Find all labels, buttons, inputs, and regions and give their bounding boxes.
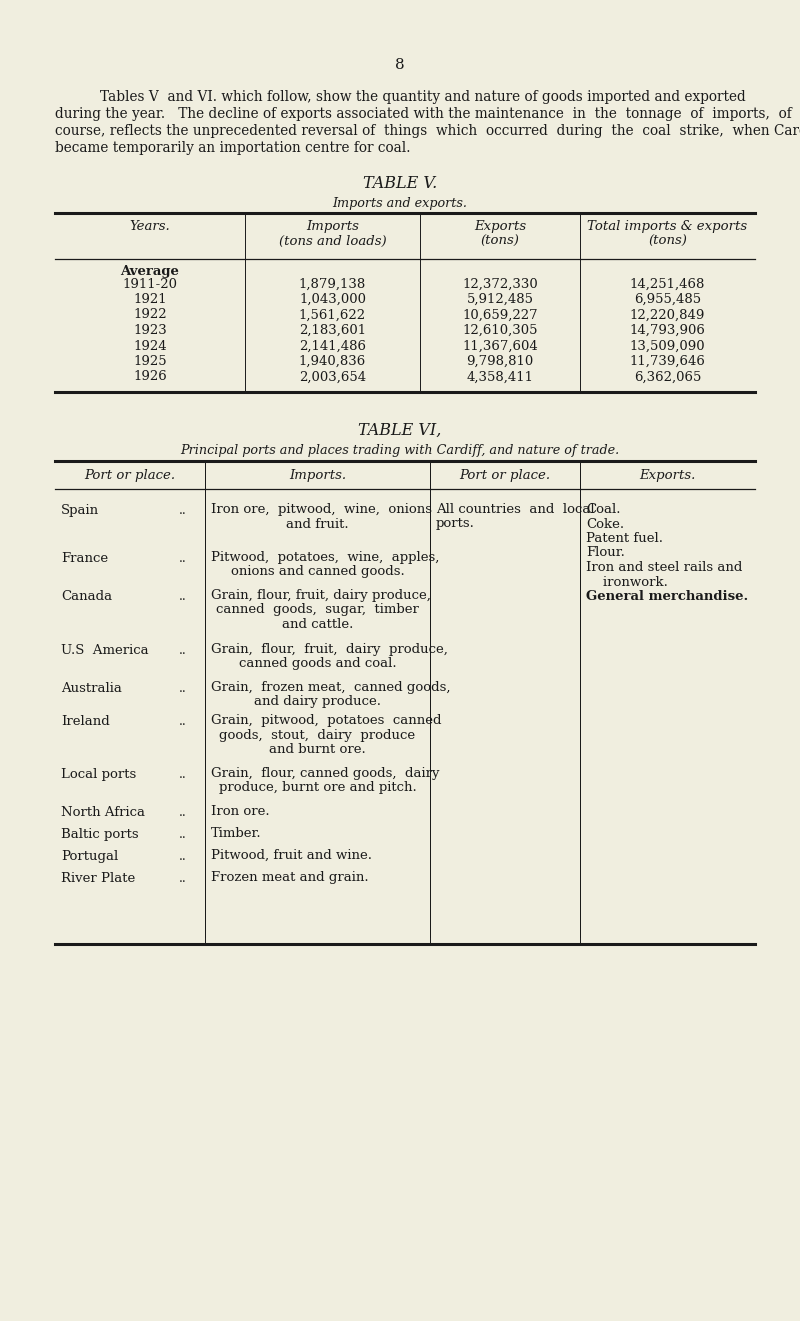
Text: Local ports: Local ports (61, 768, 136, 781)
Text: ..: .. (179, 828, 187, 841)
Text: Portugal: Portugal (61, 849, 118, 863)
Text: ..: .. (179, 849, 187, 863)
Text: 4,358,411: 4,358,411 (466, 370, 534, 383)
Text: TABLE VI,: TABLE VI, (358, 421, 442, 439)
Text: North Africa: North Africa (61, 806, 145, 819)
Text: Principal ports and places trading with Cardiff, and nature of trade.: Principal ports and places trading with … (181, 444, 619, 457)
Text: 12,372,330: 12,372,330 (462, 277, 538, 291)
Text: canned  goods,  sugar,  timber: canned goods, sugar, timber (216, 604, 419, 617)
Text: canned goods and coal.: canned goods and coal. (238, 658, 396, 671)
Text: 6,955,485: 6,955,485 (634, 293, 701, 306)
Text: Exports.: Exports. (639, 469, 696, 482)
Text: France: France (61, 552, 108, 565)
Text: 2,003,654: 2,003,654 (299, 370, 366, 383)
Text: 1,879,138: 1,879,138 (299, 277, 366, 291)
Text: Grain,  frozen meat,  canned goods,: Grain, frozen meat, canned goods, (211, 682, 450, 694)
Text: 1926: 1926 (133, 370, 167, 383)
Text: course, reflects the unprecedented reversal of  things  which  occurred  during : course, reflects the unprecedented rever… (55, 124, 800, 137)
Text: Australia: Australia (61, 682, 122, 695)
Text: Grain,  flour,  fruit,  dairy  produce,: Grain, flour, fruit, dairy produce, (211, 643, 448, 657)
Text: ironwork.: ironwork. (586, 576, 668, 588)
Text: ..: .. (179, 715, 187, 728)
Text: Port or place.: Port or place. (459, 469, 550, 482)
Text: during the year.   The decline of exports associated with the maintenance  in  t: during the year. The decline of exports … (55, 107, 792, 122)
Text: ports.: ports. (436, 518, 475, 531)
Text: Ireland: Ireland (61, 715, 110, 728)
Text: 1,940,836: 1,940,836 (299, 355, 366, 369)
Text: ..: .. (179, 645, 187, 657)
Text: 5,912,485: 5,912,485 (466, 293, 534, 306)
Text: 9,798,810: 9,798,810 (466, 355, 534, 369)
Text: Imports.: Imports. (289, 469, 346, 482)
Text: Imports and exports.: Imports and exports. (333, 197, 467, 210)
Text: 1922: 1922 (133, 309, 167, 321)
Text: 1911-20: 1911-20 (122, 277, 178, 291)
Text: Port or place.: Port or place. (85, 469, 175, 482)
Text: Timber.: Timber. (211, 827, 262, 840)
Text: 1924: 1924 (133, 339, 167, 353)
Text: Spain: Spain (61, 505, 99, 517)
Text: 12,220,849: 12,220,849 (630, 309, 705, 321)
Text: ..: .. (179, 505, 187, 517)
Text: 6,362,065: 6,362,065 (634, 370, 701, 383)
Text: Pitwood,  potatoes,  wine,  apples,: Pitwood, potatoes, wine, apples, (211, 551, 439, 564)
Text: 1921: 1921 (133, 293, 167, 306)
Text: Average: Average (121, 266, 179, 277)
Text: onions and canned goods.: onions and canned goods. (230, 565, 404, 579)
Text: Coke.: Coke. (586, 518, 624, 531)
Text: 1925: 1925 (133, 355, 167, 369)
Text: 2,183,601: 2,183,601 (299, 324, 366, 337)
Text: 10,659,227: 10,659,227 (462, 309, 538, 321)
Text: 14,251,468: 14,251,468 (630, 277, 705, 291)
Text: Frozen meat and grain.: Frozen meat and grain. (211, 871, 369, 884)
Text: Canada: Canada (61, 590, 112, 602)
Text: 1,043,000: 1,043,000 (299, 293, 366, 306)
Text: produce, burnt ore and pitch.: produce, burnt ore and pitch. (218, 782, 416, 794)
Text: ..: .. (179, 552, 187, 565)
Text: Iron and steel rails and: Iron and steel rails and (586, 561, 742, 575)
Text: Iron ore,  pitwood,  wine,  onions: Iron ore, pitwood, wine, onions (211, 503, 432, 517)
Text: Grain,  pitwood,  potatoes  canned: Grain, pitwood, potatoes canned (211, 713, 442, 727)
Text: 14,793,906: 14,793,906 (630, 324, 706, 337)
Text: ..: .. (179, 872, 187, 885)
Text: 8: 8 (395, 58, 405, 73)
Text: goods,  stout,  dairy  produce: goods, stout, dairy produce (219, 728, 415, 741)
Text: Exports
(tons): Exports (tons) (474, 221, 526, 248)
Text: became temporarily an importation centre for coal.: became temporarily an importation centre… (55, 141, 410, 155)
Text: and cattle.: and cattle. (282, 618, 353, 631)
Text: Grain,  flour, canned goods,  dairy: Grain, flour, canned goods, dairy (211, 768, 439, 779)
Text: 11,367,604: 11,367,604 (462, 339, 538, 353)
Text: Tables V  and VI. which follow, show the quantity and nature of goods imported a: Tables V and VI. which follow, show the … (100, 90, 746, 104)
Text: and burnt ore.: and burnt ore. (269, 742, 366, 756)
Text: 1,561,622: 1,561,622 (299, 309, 366, 321)
Text: General merchandise.: General merchandise. (586, 590, 748, 602)
Text: ..: .. (179, 682, 187, 695)
Text: ..: .. (179, 768, 187, 781)
Text: Pitwood, fruit and wine.: Pitwood, fruit and wine. (211, 849, 372, 863)
Text: Baltic ports: Baltic ports (61, 828, 138, 841)
Text: 11,739,646: 11,739,646 (630, 355, 706, 369)
Text: ..: .. (179, 806, 187, 819)
Text: Imports
(tons and loads): Imports (tons and loads) (278, 221, 386, 248)
Text: All countries  and  local: All countries and local (436, 503, 594, 517)
Text: 2,141,486: 2,141,486 (299, 339, 366, 353)
Text: Years.: Years. (130, 221, 170, 232)
Text: 1923: 1923 (133, 324, 167, 337)
Text: Iron ore.: Iron ore. (211, 804, 270, 818)
Text: U.S  America: U.S America (61, 645, 149, 657)
Text: Patent fuel.: Patent fuel. (586, 532, 663, 546)
Text: and dairy produce.: and dairy produce. (254, 695, 381, 708)
Text: River Plate: River Plate (61, 872, 135, 885)
Text: Flour.: Flour. (586, 547, 625, 560)
Text: ..: .. (179, 590, 187, 602)
Text: and fruit.: and fruit. (286, 518, 349, 531)
Text: Total imports & exports
(tons): Total imports & exports (tons) (587, 221, 747, 248)
Text: TABLE V.: TABLE V. (363, 174, 437, 192)
Text: Grain, flour, fruit, dairy produce,: Grain, flour, fruit, dairy produce, (211, 589, 431, 602)
Text: Coal.: Coal. (586, 503, 621, 517)
Text: 12,610,305: 12,610,305 (462, 324, 538, 337)
Text: 13,509,090: 13,509,090 (630, 339, 706, 353)
